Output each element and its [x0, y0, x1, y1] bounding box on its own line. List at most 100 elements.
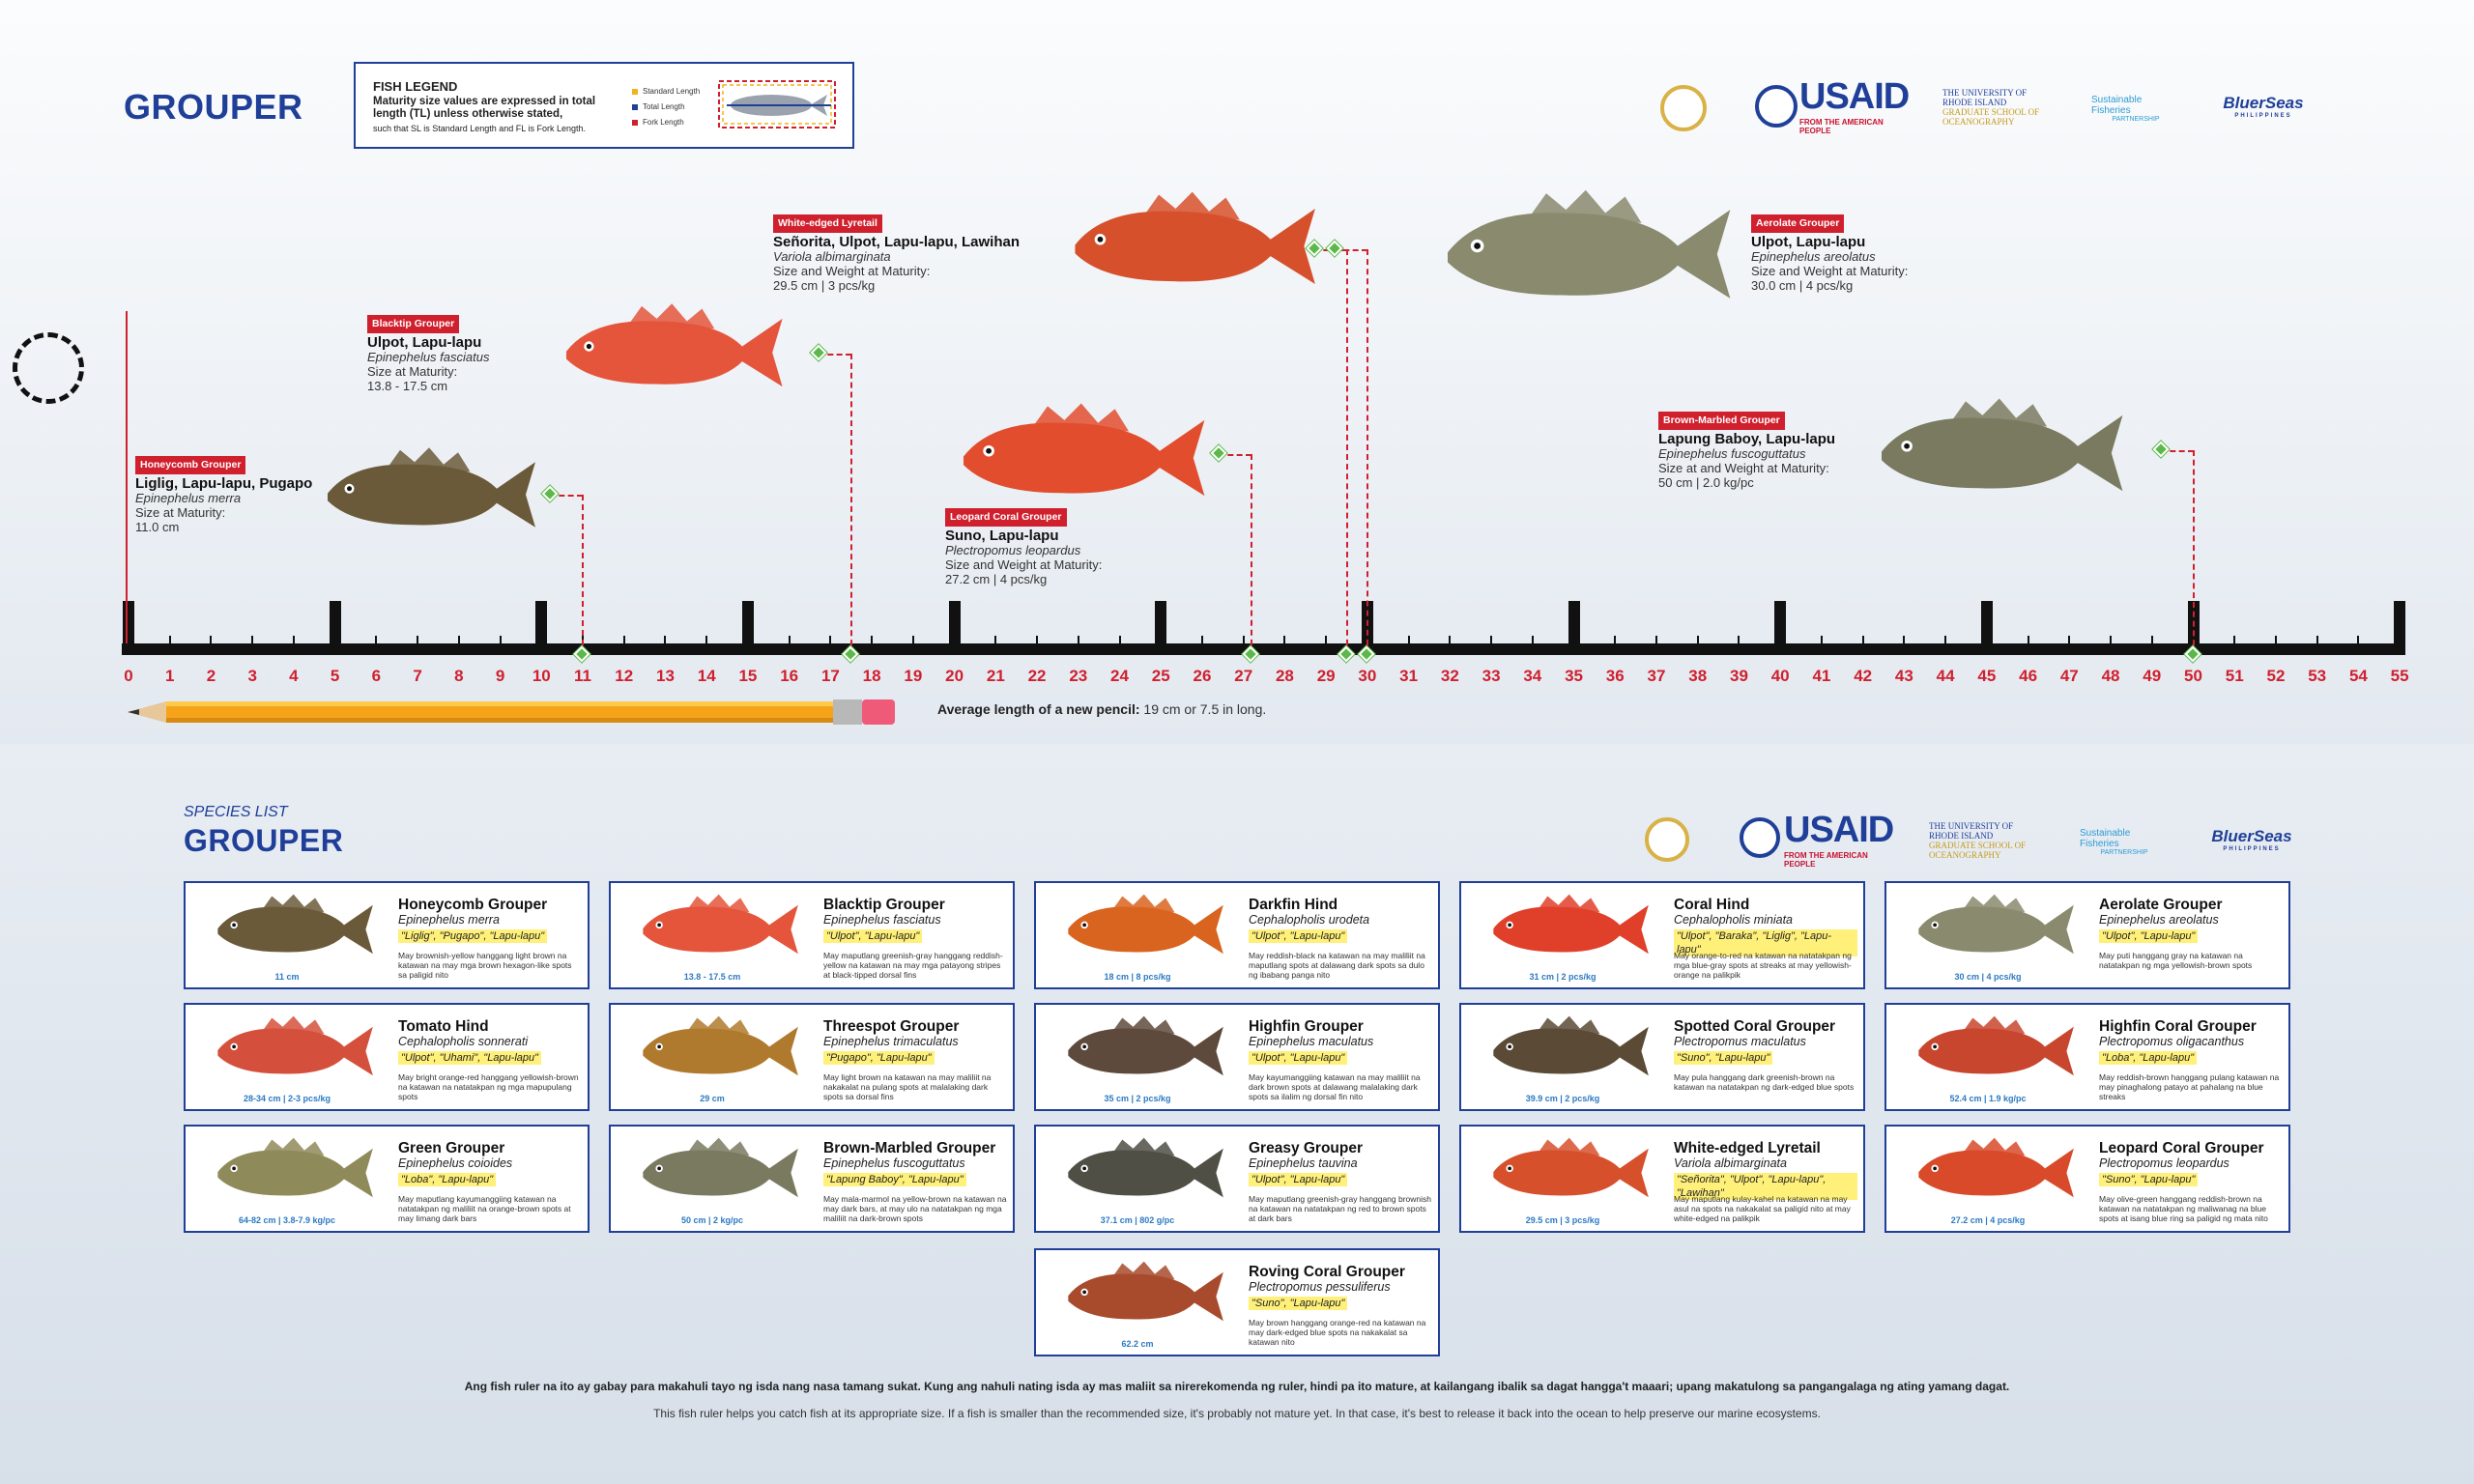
- timeline-species-info: Honeycomb Grouper Liglig, Lapu-lapu, Puga…: [135, 456, 312, 534]
- species-name: Coral Hind: [1674, 897, 1750, 913]
- ruler-number: 4: [289, 667, 299, 685]
- species-size: 28-34 cm | 2-3 pcs/kg: [243, 1094, 331, 1103]
- species-scientific-name: Epinephelus fuscoguttatus: [823, 1156, 965, 1170]
- species-description: May olive-green hanggang reddish-brown n…: [2099, 1194, 2268, 1223]
- ruler-number: 6: [371, 667, 382, 685]
- species-name: Threespot Grouper: [823, 1018, 960, 1035]
- species-card[interactable]: 28-34 cm | 2-3 pcs/kg Tomato Hind Cephalop…: [184, 1003, 590, 1111]
- species-description: May brown hanggang orange-red na katawan…: [1249, 1318, 1426, 1347]
- fish-icon: [643, 894, 798, 955]
- fish-icon: [1068, 894, 1223, 955]
- species-description: May maputlang greenish-gray hanggang red…: [823, 951, 1003, 980]
- species-image: [1469, 1132, 1662, 1213]
- species-card[interactable]: 62.2 cm Roving Coral Grouper Plectropomus …: [1034, 1248, 1440, 1356]
- ruler-number: 42: [1854, 667, 1873, 685]
- size-label: Size and Weight at Maturity:: [773, 264, 931, 278]
- usaid-logo: USAID FROM THE AMERICAN PEOPLE: [1799, 75, 1910, 135]
- species-card[interactable]: 50 cm | 2 kg/pc Brown-Marbled Grouper Epin…: [609, 1125, 1015, 1233]
- species-badge: White-edged Lyretail: [773, 214, 882, 233]
- connector-line: [2160, 450, 2194, 452]
- species-badge: Leopard Coral Grouper: [945, 508, 1067, 527]
- species-image: [1894, 1132, 2087, 1213]
- species-description: May maputlang kulay-kahel na katawan na …: [1674, 1194, 1851, 1223]
- species-size: 39.9 cm | 2 pcs/kg: [1525, 1094, 1600, 1103]
- species-name: Roving Coral Grouper: [1249, 1264, 1405, 1280]
- usaid-logo-2: USAID FROM THE AMERICAN PEOPLE: [1784, 809, 1894, 869]
- species-card[interactable]: 30 cm | 4 pcs/kg Aerolate Grouper Epinephe…: [1884, 881, 2290, 989]
- species-image: [193, 1132, 387, 1213]
- species-description: May kayumanggiing katawan na may malilii…: [1249, 1072, 1421, 1101]
- ruler-number: 3: [247, 667, 257, 685]
- size-value: 27.2 cm | 4 pcs/kg: [945, 572, 1048, 586]
- species-card[interactable]: 37.1 cm | 802 g/pc Greasy Grouper Epinephe…: [1034, 1125, 1440, 1233]
- species-card[interactable]: 52.4 cm | 1.9 kg/pc Highfin Coral Grouper…: [1884, 1003, 2290, 1111]
- ruler-tick: [535, 601, 548, 655]
- local-names: Liglig, Lapu-lapu, Pugapo: [135, 475, 313, 492]
- species-name: Highfin Grouper: [1249, 1018, 1364, 1035]
- species-size: 11 cm: [274, 972, 300, 982]
- species-scientific-name: Epinephelus areolatus: [2099, 913, 2219, 927]
- ruler-number: 32: [1440, 667, 1459, 685]
- species-card[interactable]: 11 cm Honeycomb Grouper Epinephelus merra "…: [184, 881, 590, 989]
- ruler-number: 29: [1316, 667, 1336, 685]
- fish-legend: FISH LEGEND Maturity size values are exp…: [354, 62, 854, 149]
- species-name: Spotted Coral Grouper: [1674, 1018, 1836, 1035]
- species-card[interactable]: 31 cm | 2 pcs/kg Coral Hind Cephalopholis …: [1459, 881, 1865, 989]
- scientific-name: Epinephelus fuscoguttatus: [1658, 446, 1806, 461]
- fish-icon: [1918, 1015, 2074, 1076]
- ruler-number: 40: [1770, 667, 1790, 685]
- species-card[interactable]: 35 cm | 2 pcs/kg Highfin Grouper Epinephel…: [1034, 1003, 1440, 1111]
- species-badge: Blacktip Grouper: [367, 315, 460, 333]
- species-scientific-name: Cephalopholis miniata: [1674, 913, 1793, 927]
- species-scientific-name: Epinephelus merra: [398, 913, 500, 927]
- size-label: Size and Weight at Maturity:: [945, 557, 1103, 572]
- species-local-names: "Loba", "Lapu-lapu": [398, 1173, 497, 1186]
- species-description: May bright orange-red hanggang yellowish…: [398, 1072, 579, 1101]
- species-image: [618, 889, 812, 970]
- connector-line: [2192, 450, 2195, 655]
- species-name: Leopard Coral Grouper: [2099, 1140, 2264, 1156]
- species-card[interactable]: 27.2 cm | 4 pcs/kg Leopard Coral Grouper P…: [1884, 1125, 2290, 1233]
- timeline-species-info: White-edged Lyretail Señorita, Ulpot, Lap…: [773, 214, 1020, 293]
- species-name: Highfin Coral Grouper: [2099, 1018, 2257, 1035]
- uri-logo: THE UNIVERSITY OF RHODE ISLAND GRADUATE S…: [1942, 88, 2040, 127]
- species-local-names: "Señorita", "Ulpot", "Lapu-lapu", "Lawih…: [1674, 1173, 1857, 1200]
- species-card[interactable]: 39.9 cm | 2 pcs/kg Spotted Coral Grouper P…: [1459, 1003, 1865, 1111]
- connector-line: [1345, 249, 1348, 655]
- species-local-names: "Ulpot", "Lapu-lapu": [1249, 1051, 1348, 1065]
- legend-note: such that SL is Standard Length and FL i…: [373, 124, 586, 133]
- local-names: Lapung Baboy, Lapu-lapu: [1658, 431, 1836, 447]
- species-local-names: "Ulpot", "Lapu-lapu": [2099, 929, 2199, 943]
- species-image: [193, 1011, 387, 1092]
- pencil-caption: Average length of a new pencil: 19 cm or…: [937, 701, 1267, 717]
- species-card[interactable]: 29 cm Threespot Grouper Epinephelus trimac…: [609, 1003, 1015, 1111]
- scientific-name: Epinephelus fasciatus: [367, 350, 490, 364]
- local-names: Señorita, Ulpot, Lapu-lapu, Lawihan: [773, 234, 1021, 250]
- species-image: [1044, 1256, 1237, 1337]
- scientific-name: Epinephelus merra: [135, 491, 242, 505]
- fish-icon: [1493, 1137, 1649, 1198]
- species-image: [1469, 1011, 1662, 1092]
- fish-icon: [217, 1015, 373, 1076]
- size-value: 30.0 cm | 4 pcs/kg: [1751, 278, 1854, 293]
- fish-icon: [643, 1015, 798, 1076]
- species-scientific-name: Plectropomus pessuliferus: [1249, 1280, 1391, 1294]
- uri-logo-2: THE UNIVERSITY OF RHODE ISLAND GRADUATE S…: [1929, 821, 2027, 860]
- species-card[interactable]: 29.5 cm | 3 pcs/kg White-edged Lyretail Va…: [1459, 1125, 1865, 1233]
- size-label: Size at and Weight at Maturity:: [1658, 461, 1829, 475]
- ruler-number: 20: [945, 667, 964, 685]
- species-card[interactable]: 13.8 - 17.5 cm Blacktip Grouper Epinephelu…: [609, 881, 1015, 989]
- legend-key-total: Total Length: [632, 102, 685, 111]
- species-size: 31 cm | 2 pcs/kg: [1529, 972, 1597, 982]
- species-description: May pula hanggang dark greenish-brown na…: [1674, 1072, 1855, 1092]
- species-size: 18 cm | 8 pcs/kg: [1104, 972, 1171, 982]
- ruler-number: 22: [1027, 667, 1047, 685]
- species-scientific-name: Plectropomus oligacanthus: [2099, 1035, 2245, 1048]
- species-card[interactable]: 18 cm | 8 pcs/kg Darkfin Hind Cephalopholi…: [1034, 881, 1440, 989]
- legend-key-standard: Standard Length: [632, 87, 700, 96]
- ruler-number: 34: [1523, 667, 1542, 685]
- species-size: 29.5 cm | 3 pcs/kg: [1525, 1215, 1600, 1225]
- species-scientific-name: Epinephelus maculatus: [1249, 1035, 1374, 1048]
- ruler-number: 49: [2143, 667, 2162, 685]
- species-card[interactable]: 64-82 cm | 3.8-7.9 kg/pc Green Grouper Epi…: [184, 1125, 590, 1233]
